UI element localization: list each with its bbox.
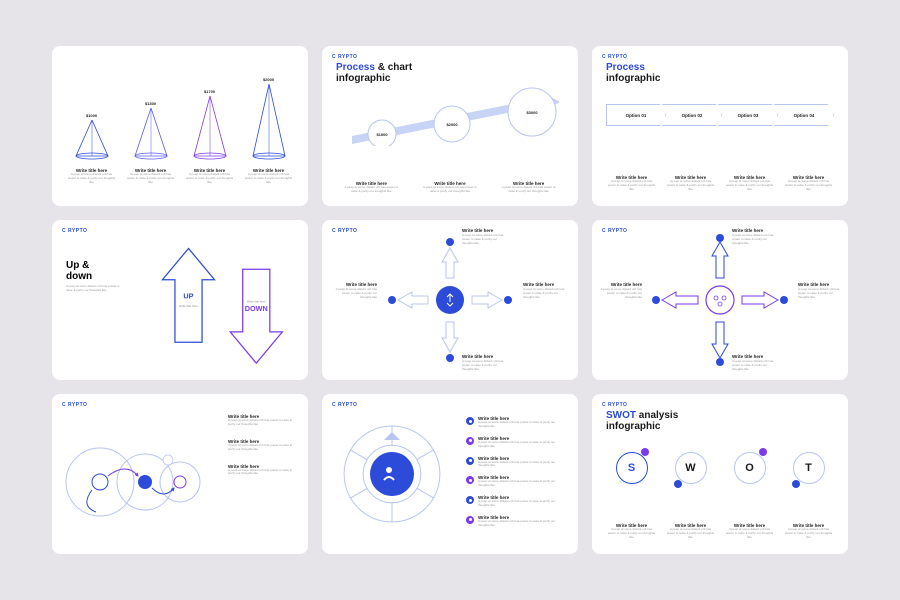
item-body: A peep at some distant orb has power to … <box>666 180 716 192</box>
donut-list: Write title hereA peep at some distant o… <box>466 416 566 528</box>
cone-icon <box>249 84 289 160</box>
down-body: Write title here <box>247 300 266 304</box>
item-body: A peep at some distant orb has power to … <box>600 288 642 300</box>
cone-icon <box>190 96 230 160</box>
item-body: A peep at some distant orb has power to … <box>798 288 840 300</box>
bullet-icon <box>466 496 474 504</box>
item-body: A peep at some distant orb has power to … <box>332 288 377 300</box>
item-body: A peep at some distant orb has power to … <box>228 444 298 452</box>
title: Process <box>606 62 645 73</box>
chevron: Option 04 <box>774 104 834 126</box>
item-body: A peep at some distant orb has power to … <box>732 234 777 246</box>
brand-logo: RYPTO <box>602 402 627 408</box>
chevron-row: Option 01 Option 02 Option 03 Option 04 <box>606 104 834 126</box>
bullet-icon <box>466 516 474 524</box>
brand-logo: RYPTO <box>62 228 87 234</box>
item-body: A peep at some distant orb has power to … <box>228 419 298 427</box>
chevron: Option 03 <box>718 104 778 126</box>
bullet-icon <box>466 457 474 465</box>
swot-row: S W O T <box>602 452 838 484</box>
item-body: A peep at some distant orb has power to … <box>126 173 176 185</box>
slide-7-circles: RYPTO Write title hereA peep at some dis… <box>52 394 308 554</box>
item-body: A peep at some distant orb has power to … <box>478 441 566 449</box>
swot-circle: T <box>793 452 825 484</box>
brand-logo: RYPTO <box>332 402 357 408</box>
subtitle: infographic <box>606 421 678 432</box>
up-label: UP <box>183 291 193 300</box>
slide-6-arrows-out: RYPTO Write title hereA peep at some dis… <box>592 220 848 380</box>
cone-icon <box>131 108 171 160</box>
item-body: A peep at some distant orb has power to … <box>666 528 716 540</box>
bullet-icon <box>466 437 474 445</box>
cone-labels: Write title hereA peep at some distant o… <box>62 168 298 185</box>
item-body: A peep at some distant orb has power to … <box>732 360 777 372</box>
slide-9-swot: RYPTO SWOT analysis infographic S W O T … <box>592 394 848 554</box>
slide-3-process-chevrons: RYPTO Process infographic Option 01 Opti… <box>592 46 848 206</box>
body-text: A peep at some distant orb has power to … <box>66 285 126 293</box>
chevron: Option 01 <box>606 104 666 126</box>
slide-8-donut: RYPTO Write title hereA peep at some dis… <box>322 394 578 554</box>
overlapping-circles <box>60 422 210 542</box>
slide-2-process-chart: RYPTO Process & chart infographic $1000 … <box>322 46 578 206</box>
process-arrow-svg: $1000 $2000 $3000 <box>342 86 562 146</box>
item-body: A peep at some distant orb has power to … <box>67 173 117 185</box>
swot-circle: O <box>734 452 766 484</box>
circle-value: $1000 <box>376 132 388 137</box>
title-part2: analysis <box>636 410 678 421</box>
item-body: A peep at some distant orb has power to … <box>228 469 298 477</box>
item-body: A peep at some distant orb has power to … <box>462 234 507 246</box>
item-body: A peep at some distant orb has power to … <box>244 173 294 185</box>
up-down-arrows: UP Write title here DOWN Write title her… <box>152 238 298 374</box>
item-body: A peep at some distant orb has power to … <box>341 186 401 194</box>
chevron: Option 02 <box>662 104 722 126</box>
swot-circle: S <box>616 452 648 484</box>
item-body: A peep at some distant orb has power to … <box>478 461 566 469</box>
item-body: A peep at some distant orb has power to … <box>420 186 480 194</box>
cone-value: $2000 <box>263 77 274 82</box>
item-body: A peep at some distant orb has power to … <box>784 528 834 540</box>
item-body: A peep at some distant orb has power to … <box>478 520 566 528</box>
donut-chart <box>336 418 448 530</box>
cone-value: $1300 <box>145 101 156 106</box>
arrows-outward-svg <box>600 228 840 372</box>
item-body: A peep at some distant orb has power to … <box>523 288 568 300</box>
item-body: A peep at some distant orb has power to … <box>607 180 657 192</box>
cone-icon <box>72 120 112 160</box>
slide-1-cones: $1000 $1300 $1700 $2000 Write title here… <box>52 46 308 206</box>
item-body: A peep at some distant orb has power to … <box>725 180 775 192</box>
subtitle: infographic <box>336 73 412 84</box>
circle-value: $2000 <box>446 122 458 127</box>
up-body: Write title here <box>179 304 198 308</box>
bullet-icon <box>466 476 474 484</box>
cone-row: $1000 $1300 $1700 $2000 <box>62 70 298 160</box>
title-part2: & chart <box>375 62 412 73</box>
slide-4-up-down: RYPTO Up & down A peep at some distant o… <box>52 220 308 380</box>
title-line1: Up & <box>66 260 126 271</box>
item-body: A peep at some distant orb has power to … <box>478 500 566 508</box>
item-body: A peep at some distant orb has power to … <box>462 360 507 372</box>
cone-value: $1000 <box>86 113 97 118</box>
circle-value: $3000 <box>526 110 538 115</box>
cone-value: $1700 <box>204 89 215 94</box>
arrows-inward-svg <box>330 228 570 372</box>
slide-5-arrows-in: RYPTO Write title hereA peep at some dis… <box>322 220 578 380</box>
item-body: A peep at some distant orb has power to … <box>607 528 657 540</box>
title-line2: down <box>66 271 126 282</box>
swot-circle: W <box>675 452 707 484</box>
slide-grid: $1000 $1300 $1700 $2000 Write title here… <box>52 46 848 554</box>
item-body: A peep at some distant orb has power to … <box>499 186 559 194</box>
bullet-icon <box>466 417 474 425</box>
item-body: A peep at some distant orb has power to … <box>784 180 834 192</box>
brand-logo: RYPTO <box>332 54 357 60</box>
item-body: A peep at some distant orb has power to … <box>185 173 235 185</box>
title-part1: Process <box>336 62 375 73</box>
item-body: A peep at some distant orb has power to … <box>725 528 775 540</box>
brand-logo: RYPTO <box>62 402 87 408</box>
item-body: A peep at some distant orb has power to … <box>478 421 566 429</box>
subtitle: infographic <box>606 73 660 84</box>
item-body: A peep at some distant orb has power to … <box>478 480 566 488</box>
title-part1: SWOT <box>606 410 636 421</box>
brand-logo: RYPTO <box>602 54 627 60</box>
down-label: DOWN <box>245 304 268 313</box>
